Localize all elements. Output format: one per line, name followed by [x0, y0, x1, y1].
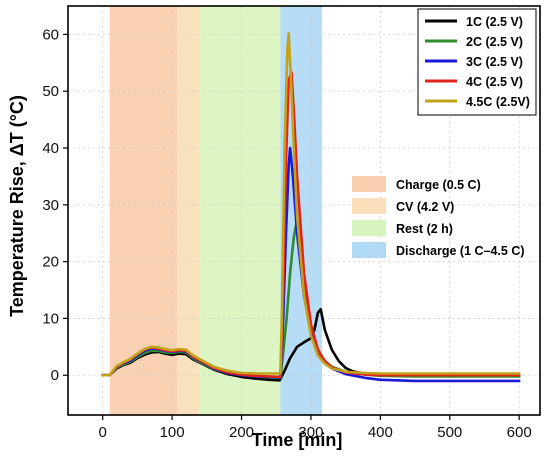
- y-axis-title: Temperature Rise, ΔT (°C): [7, 95, 27, 317]
- phase-band-2: [199, 6, 281, 415]
- series-line-0: [101, 308, 521, 382]
- x-tick-label: 400: [368, 424, 393, 441]
- series-lines: [101, 31, 521, 383]
- x-tick-label: 300: [298, 424, 323, 441]
- y-tick-label: 20: [42, 254, 59, 271]
- phase-legend-label-2: Rest (2 h): [396, 222, 453, 236]
- y-tick-label: 10: [42, 310, 59, 327]
- series-legend: 1C (2.5 V) 2C (2.5 V) 3C (2.5 V) 4C (2.5 V)…: [417, 8, 537, 116]
- series-legend-label-4: 4.5C (2.5V): [466, 95, 530, 109]
- series-legend-label-2: 3C (2.5 V): [466, 55, 523, 69]
- x-axis-title: Time [min]: [252, 430, 343, 450]
- phase-legend-swatch-1: [352, 198, 386, 214]
- x-tick-label: 100: [160, 424, 185, 441]
- phase-bands: [109, 6, 323, 415]
- series-line-4: [101, 31, 521, 377]
- axis-ticks: 0 100 200 300 400 500 600 0 10 20 30 40 50 60: [42, 26, 531, 441]
- phase-band-0: [109, 6, 177, 415]
- phase-band-1: [176, 6, 200, 415]
- phase-legend-swatch-0: [352, 176, 386, 192]
- y-tick-label: 40: [42, 140, 59, 157]
- phase-legend: Charge (0.5 C) CV (4.2 V) Rest (2 h) Discha…: [352, 176, 525, 258]
- y-tick-label: 0: [51, 367, 59, 384]
- phase-legend-swatch-3: [352, 242, 386, 258]
- series-legend-label-0: 1C (2.5 V): [466, 15, 523, 29]
- series-legend-label-1: 2C (2.5 V): [466, 35, 523, 49]
- x-tick-label: 600: [507, 424, 532, 441]
- phase-legend-label-3: Discharge (1 C–4.5 C): [396, 244, 525, 258]
- x-tick-label: 500: [437, 424, 462, 441]
- phase-legend-label-0: Charge (0.5 C): [396, 178, 481, 192]
- x-tick-label: 200: [229, 424, 254, 441]
- phase-legend-swatch-2: [352, 220, 386, 236]
- plot-frame: [67, 5, 541, 416]
- x-tick-label: 0: [99, 424, 107, 441]
- y-tick-label: 60: [42, 26, 59, 43]
- y-tick-label: 30: [42, 197, 59, 214]
- series-legend-label-3: 4C (2.5 V): [466, 75, 523, 89]
- phase-legend-label-1: CV (4.2 V): [396, 200, 454, 214]
- y-tick-label: 50: [42, 83, 59, 100]
